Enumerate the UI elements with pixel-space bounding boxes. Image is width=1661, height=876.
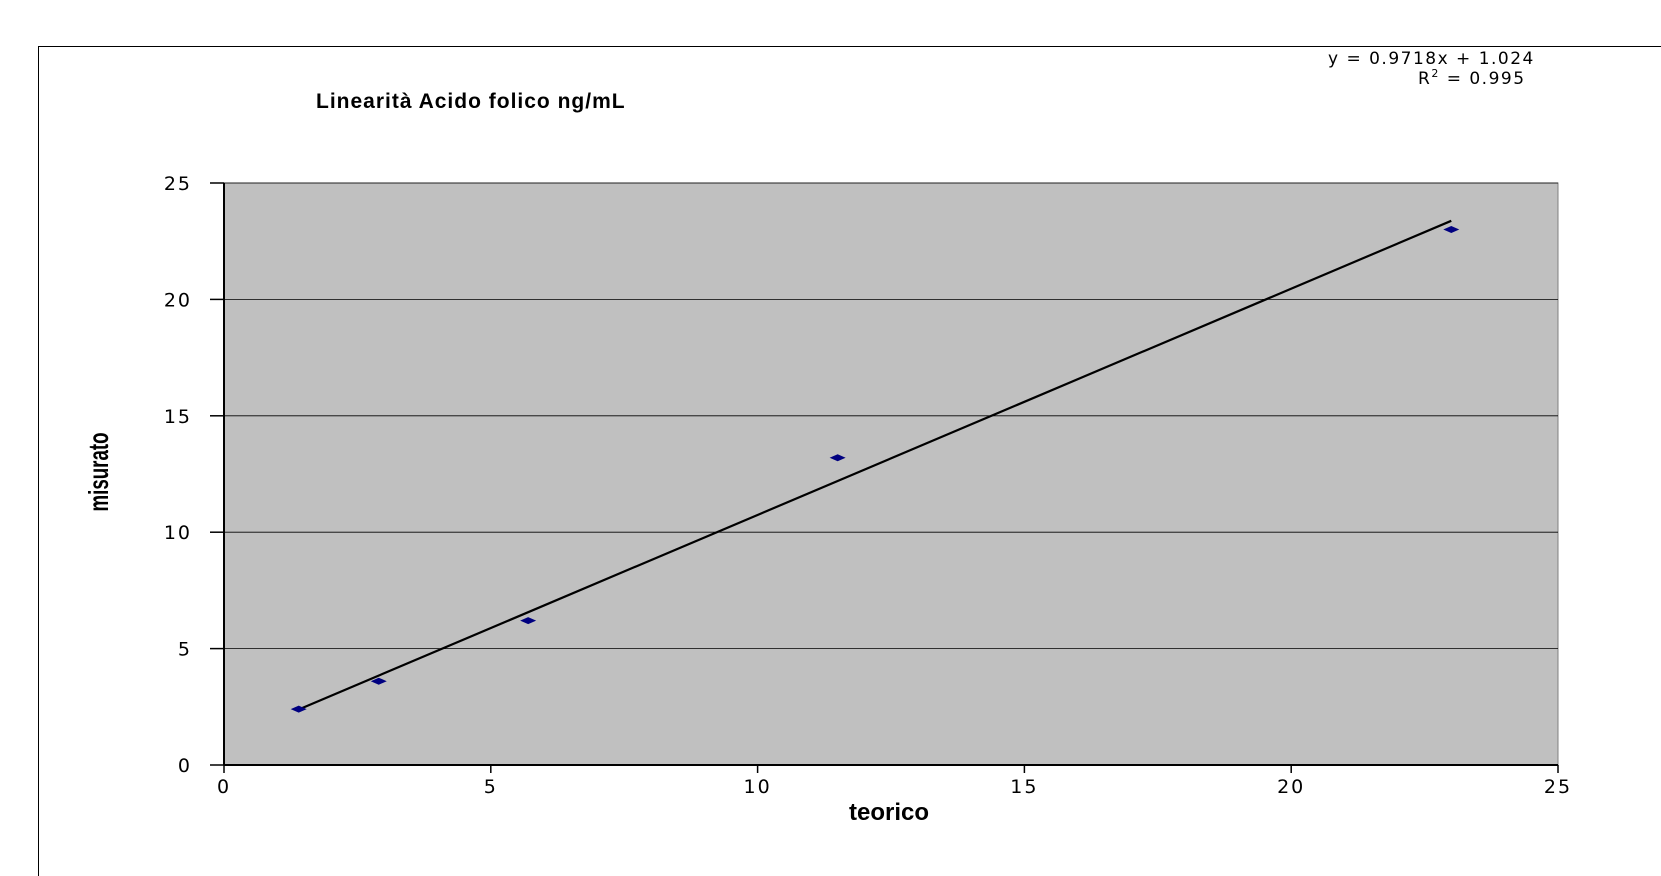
x-tick-label: 5 [484, 776, 498, 798]
x-axis-title: teorico [849, 799, 929, 826]
gridlines [224, 182, 1558, 649]
r-squared-label: R [1418, 69, 1431, 89]
y-axis-title: misurato [83, 432, 113, 511]
equation-text: y = 0.9718x + 1.024 [1328, 49, 1535, 69]
y-tick-label: 10 [164, 522, 192, 544]
plot-area [223, 182, 1559, 766]
y-tick-label: 25 [164, 173, 192, 195]
trendline-layer [298, 219, 1452, 711]
x-tick-label: 15 [1010, 776, 1038, 798]
data-point [829, 454, 846, 462]
x-tick-label: 0 [217, 776, 231, 798]
x-tick-label: 25 [1544, 776, 1572, 798]
chart-title: Linearità Acido folico ng/mL [316, 90, 626, 113]
y-axis: 0 5 10 15 20 25 [164, 173, 225, 777]
r-squared-text: R2 = 0.995 [1418, 67, 1526, 89]
y-tick-label: 5 [178, 639, 192, 661]
chart-frame [38, 46, 1661, 876]
x-tick-label: 10 [744, 776, 772, 798]
y-tick-label: 0 [178, 755, 192, 777]
r-squared-superscript: 2 [1431, 67, 1440, 80]
x-tick-label: 20 [1277, 776, 1305, 798]
y-tick-label: 15 [164, 406, 192, 428]
x-axis: 0 5 10 15 20 25 [217, 764, 1572, 798]
trendline [298, 219, 1452, 711]
data-point [370, 677, 387, 685]
data-point [520, 617, 537, 625]
y-tick-label: 20 [164, 289, 192, 311]
trendline-equation: y = 0.9718x + 1.024 R2 = 0.995 [1328, 49, 1535, 89]
r-squared-value: = 0.995 [1440, 69, 1526, 89]
data-points [290, 226, 1460, 713]
data-point [290, 705, 307, 713]
scatter-chart: Linearità Acido folico ng/mL y = 0.9718x… [83, 49, 1572, 826]
data-point [1443, 226, 1460, 234]
